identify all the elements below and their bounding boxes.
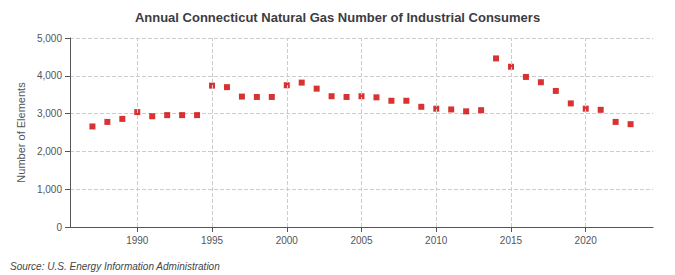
svg-text:2000: 2000: [276, 235, 299, 246]
svg-text:2015: 2015: [500, 235, 523, 246]
svg-text:Annual Connecticut Natural Gas: Annual Connecticut Natural Gas Number of…: [135, 10, 540, 25]
svg-text:Source: U.S. Energy Informatio: Source: U.S. Energy Information Administ…: [10, 261, 220, 272]
svg-text:1990: 1990: [126, 235, 149, 246]
svg-text:2010: 2010: [425, 235, 448, 246]
svg-text:3,000: 3,000: [37, 108, 62, 119]
svg-text:2005: 2005: [350, 235, 373, 246]
svg-text:1995: 1995: [201, 235, 224, 246]
svg-text:2,000: 2,000: [37, 146, 62, 157]
svg-text:2020: 2020: [575, 235, 598, 246]
svg-text:1,000: 1,000: [37, 184, 62, 195]
svg-text:4,000: 4,000: [37, 70, 62, 81]
svg-text:0: 0: [56, 222, 62, 233]
svg-text:5,000: 5,000: [37, 33, 62, 44]
svg-text:Number of Elements: Number of Elements: [15, 82, 27, 183]
